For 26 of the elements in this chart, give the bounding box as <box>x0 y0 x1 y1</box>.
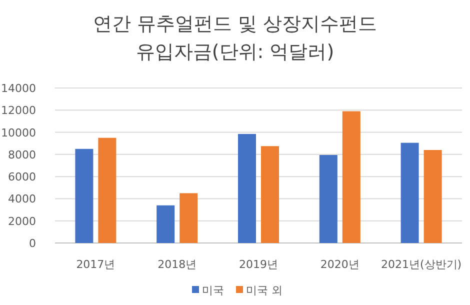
bar <box>319 154 338 243</box>
x-tick-label: 2018년 <box>158 258 197 271</box>
bar <box>98 138 116 243</box>
legend-label: 미국 <box>202 284 224 297</box>
y-tick-label: 10000 <box>1 126 36 140</box>
chart-title: 연간 뮤추얼펀드 및 상장지수펀드 유입자금(단위: 억달러) <box>92 13 378 63</box>
y-tick-label: 0 <box>29 237 36 250</box>
x-tick-label: 2019년 <box>239 258 278 271</box>
bar <box>180 193 198 243</box>
bar <box>156 205 175 243</box>
bar <box>342 111 360 243</box>
bar <box>424 150 442 243</box>
bar <box>400 142 419 243</box>
y-tick-label: 14000 <box>1 82 36 95</box>
bar <box>238 134 256 243</box>
bar <box>261 146 279 243</box>
x-tick-label: 2020년 <box>320 258 360 271</box>
y-tick-label: 4000 <box>8 192 36 206</box>
y-tick-label: 12000 <box>1 104 36 118</box>
x-tick-label: 2021년(상반기) <box>381 258 462 271</box>
x-tick-label: 2017년 <box>76 258 116 271</box>
y-tick-label: 6000 <box>8 170 36 184</box>
bar <box>75 148 94 243</box>
y-tick-label: 8000 <box>8 148 36 162</box>
legend-label: 미국 외 <box>246 284 282 297</box>
y-tick-label: 2000 <box>8 214 36 228</box>
